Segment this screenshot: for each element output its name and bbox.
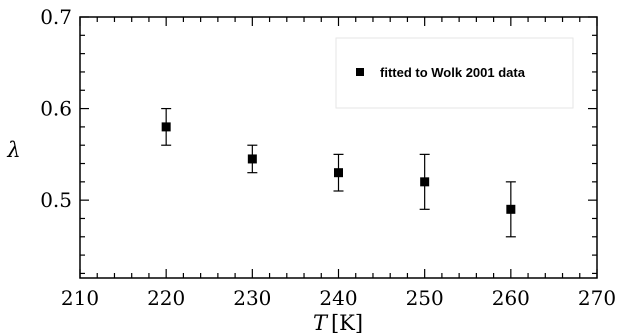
minor-ticks — [80, 17, 597, 278]
y-tick-labels: 0.5 0.6 0.7 — [40, 5, 72, 212]
legend-box — [335, 37, 574, 109]
x-tick-label: 260 — [492, 286, 530, 310]
legend-label: fitted to Wolk 2001 data — [380, 65, 526, 80]
y-axis-label: λ — [6, 138, 20, 162]
x-axis-unit: [K] — [331, 311, 363, 335]
x-tick-label: 270 — [578, 286, 616, 310]
data-point — [420, 177, 430, 187]
x-tick-label: 220 — [147, 286, 185, 310]
data-point — [506, 204, 516, 214]
x-tick-label: 210 — [61, 286, 99, 310]
data-point — [334, 168, 343, 178]
x-tick-label: 230 — [233, 286, 271, 310]
y-tick-label: 0.5 — [40, 188, 72, 212]
x-tick-labels: 210 220 230 240 250 260 270 — [61, 286, 616, 310]
x-tick-label: 250 — [406, 286, 444, 310]
x-tick-label: 240 — [319, 286, 357, 310]
major-ticks — [79, 16, 598, 278]
data-points — [161, 107, 516, 238]
data-point — [247, 154, 257, 164]
legend-marker — [356, 68, 364, 76]
x-axis-variable: T — [313, 311, 329, 335]
y-tick-label: 0.6 — [40, 97, 72, 121]
x-axis-label: T [K] — [313, 311, 363, 335]
y-tick-label: 0.7 — [40, 5, 72, 29]
data-point — [161, 122, 171, 132]
